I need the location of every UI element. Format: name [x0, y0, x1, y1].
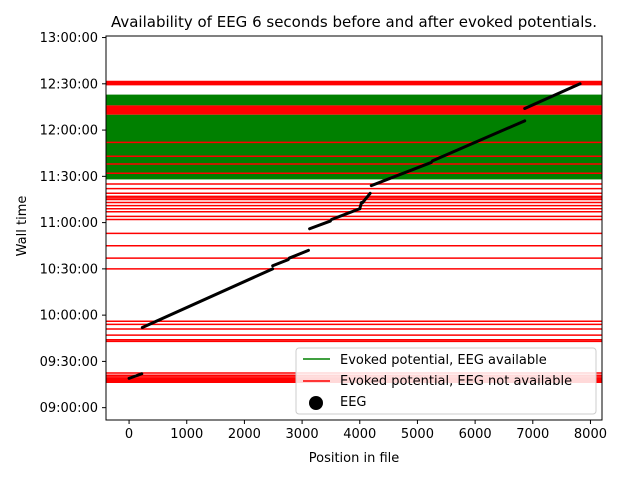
- plot-frame: [105, 35, 603, 421]
- y-axis-label: Wall time: [15, 196, 30, 257]
- legend-label-available: Evoked potential, EEG available: [340, 353, 547, 368]
- x-tick-label: 5000: [401, 427, 434, 442]
- x-axis-label: Position in file: [309, 451, 400, 466]
- y-tick-label: 13:00:00: [40, 31, 98, 46]
- legend-label-not-available: Evoked potential, EEG not available: [340, 374, 572, 389]
- eeg-segment: [308, 219, 332, 231]
- available-band: [106, 94, 602, 106]
- x-tick-label: 2000: [228, 427, 261, 442]
- eeg-segment: [330, 207, 362, 222]
- x-tick-label: 7000: [516, 427, 549, 442]
- y-tick-label: 09:00:00: [40, 401, 98, 416]
- y-tick-label: 12:00:00: [40, 124, 98, 139]
- x-tick-label: 6000: [459, 427, 492, 442]
- eeg-segment: [361, 191, 372, 205]
- eeg-segment: [287, 248, 310, 260]
- y-tick-label: 12:30:00: [40, 77, 98, 92]
- x-tick-label: 3000: [286, 427, 319, 442]
- eeg-segment: [523, 82, 582, 110]
- legend-label-eeg: EEG: [340, 395, 367, 410]
- y-tick-label: 09:30:00: [40, 355, 98, 370]
- x-tick-label: 1000: [170, 427, 203, 442]
- legend: Evoked potential, EEG available Evoked p…: [295, 347, 597, 415]
- legend-frame: [295, 347, 597, 415]
- x-tick-label: 0: [125, 427, 133, 442]
- not-available-band: [106, 105, 602, 115]
- legend-marker-eeg: [309, 396, 323, 410]
- y-tick-label: 11:00:00: [40, 216, 98, 231]
- eeg-segment: [271, 258, 290, 268]
- y-tick-label: 10:30:00: [40, 262, 98, 277]
- eeg-segment: [127, 372, 144, 380]
- eeg-segment: [369, 160, 433, 188]
- eeg-segment: [140, 267, 275, 329]
- eeg-segment: [358, 201, 363, 211]
- y-tick-label: 10:00:00: [40, 309, 98, 324]
- y-axis: 09:00:00 09:30:00 10:00:00 10:30:00 11:00:00…: [40, 31, 106, 416]
- y-tick-label: 11:30:00: [40, 170, 98, 185]
- chart-title: Availability of EEG 6 seconds before and…: [111, 13, 597, 31]
- x-tick-label: 4000: [343, 427, 376, 442]
- x-tick-label: 8000: [574, 427, 607, 442]
- x-axis: 0 1000 2000 3000 4000 5000 6000 7000 8000: [125, 420, 607, 442]
- available-band: [106, 114, 602, 180]
- eeg-segment: [430, 119, 527, 163]
